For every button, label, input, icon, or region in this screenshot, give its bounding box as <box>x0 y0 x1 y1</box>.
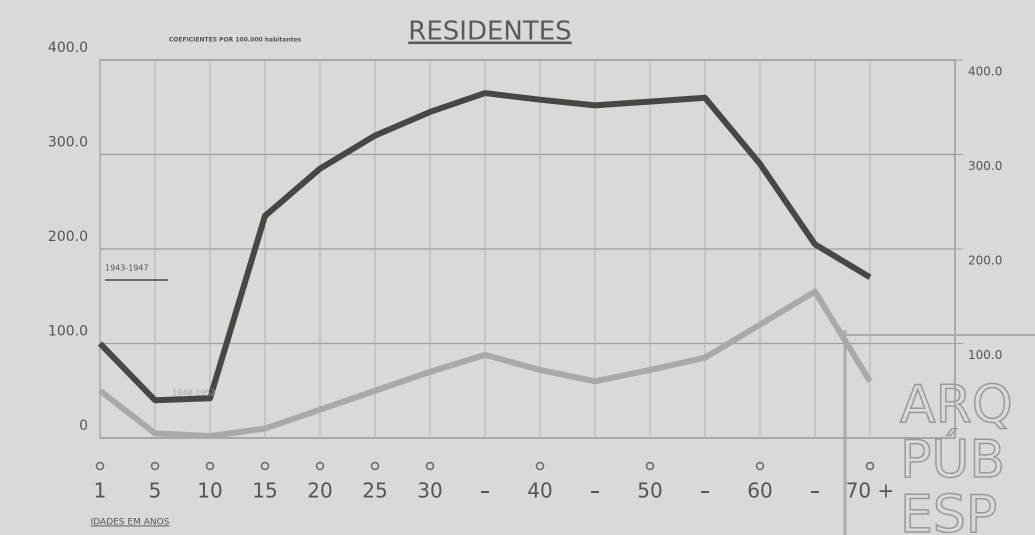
x-tick-circle <box>95 461 105 471</box>
y2-tick-label: 100.0 <box>968 348 1002 362</box>
x-tick-label: 10 <box>197 479 222 503</box>
x-tick-label: 1 <box>94 479 107 503</box>
y-tick-label: 400.0 <box>48 40 88 56</box>
x-tick-circle <box>865 461 875 471</box>
x-tick-circle <box>425 461 435 471</box>
x-tick-label: 40 <box>527 479 552 503</box>
y2-tick-label: 300.0 <box>968 159 1002 173</box>
x-tick-circle <box>370 461 380 471</box>
x-tick-circle <box>205 461 215 471</box>
x-tick-label: 15 <box>252 479 277 503</box>
series-line <box>98 288 873 440</box>
x-tick-label: 70 + <box>846 479 895 503</box>
x-tick-circle <box>645 461 655 471</box>
x-axis-label: IDADES EM ANOS <box>91 518 170 528</box>
legend-label: 1943-1947 <box>105 264 149 273</box>
watermark: ARQ <box>900 375 1013 435</box>
x-tick-label: 5 <box>149 479 162 503</box>
x-tick-circle <box>755 461 765 471</box>
y2-tick-label: 400.0 <box>968 65 1002 79</box>
x-tick-label: 25 <box>362 479 387 503</box>
x-tick-label: 60 <box>747 479 772 503</box>
series-line <box>97 90 872 404</box>
y-tick-label: 200.0 <box>48 229 88 245</box>
x-tick-label: 50 <box>637 479 662 503</box>
chart-subtitle: COEFICIENTES POR 100.000 habitantes <box>169 37 302 44</box>
y-tick-label: 0 <box>79 418 88 434</box>
watermark: PÚB <box>900 428 1005 490</box>
chart-title: RESIDENTES <box>408 17 571 47</box>
x-tick-circle <box>260 461 270 471</box>
y-tick-label: 100.0 <box>48 324 88 340</box>
y-tick-label: 300.0 <box>48 135 88 151</box>
x-tick-label: 30 <box>417 479 442 503</box>
watermark: ESP <box>900 485 997 535</box>
x-tick-circle <box>535 461 545 471</box>
x-tick-circle <box>150 461 160 471</box>
x-tick-circle <box>315 461 325 471</box>
y2-tick-label: 200.0 <box>968 254 1002 268</box>
legend-label: 1948-1952 <box>172 389 216 398</box>
x-tick-label: 20 <box>307 479 332 503</box>
